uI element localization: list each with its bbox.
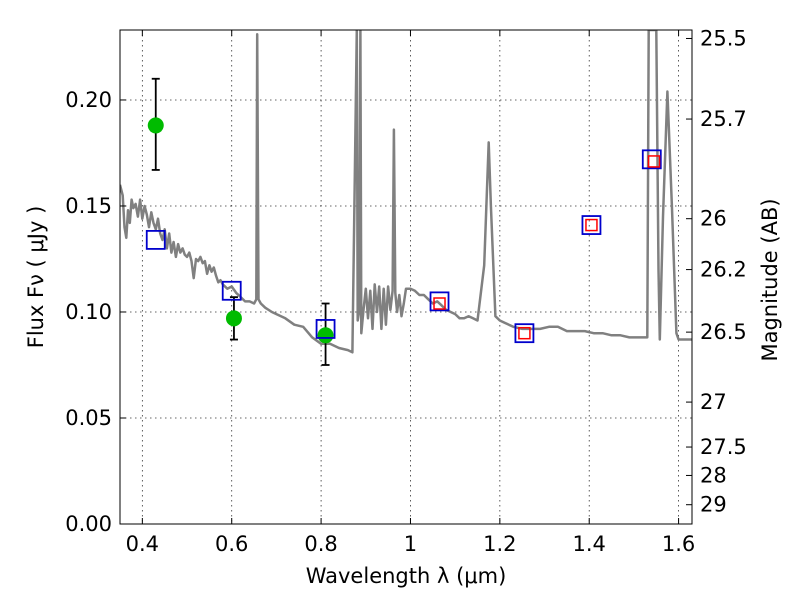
x-tick-label: 1.4 [573,532,606,556]
plot-frame [119,29,693,525]
model-point-red [647,155,661,168]
model-point-blue [221,280,242,301]
y2-tick-label: 25.7 [700,107,747,131]
y2-tick-label: 28 [700,463,727,487]
observed-point [225,310,242,327]
y-tick-label: 0.10 [65,300,112,324]
y-tick-label: 0.05 [65,406,112,430]
y2-tick-label: 26 [700,207,727,231]
model-point-red [518,326,531,340]
model-point-blue [145,229,166,250]
observed-point [317,327,334,344]
x-tick-label: 1 [404,532,417,556]
observed-point [147,117,164,134]
y-tick-label: 0.00 [65,512,112,536]
y2-tick-label: 26.5 [700,320,747,344]
model-point-red [433,297,446,310]
y2-tick-label: 26.2 [700,258,747,282]
x-tick-label: 1.2 [483,532,516,556]
model-point-blue [514,323,535,344]
x-tick-label: 0.6 [215,532,248,556]
model-point-blue [315,319,336,339]
y2-tick-label: 25.5 [700,26,747,50]
y-axis-title: Flux Fν ( μJy ) [24,206,48,349]
y-tick-label: 0.20 [65,88,112,112]
grid-lines [120,30,692,524]
y2-axis-title: Magnitude (AB) [758,198,782,361]
axis-ticks [120,30,692,525]
y-tick-label: 0.15 [65,194,112,218]
x-tick-label: 1.6 [662,532,695,556]
x-tick-label: 0.4 [126,532,159,556]
x-axis-title: Wavelength λ (μm) [306,564,507,588]
model-point-red [585,218,598,232]
y2-tick-label: 27 [700,390,727,414]
model-point-blue [581,215,602,235]
series-layer [120,30,692,366]
spectrum-line [120,30,692,354]
x-tick-label: 0.8 [304,532,337,556]
y2-tick-label: 27.5 [700,435,747,459]
model-point-blue [429,291,450,312]
model-point-blue [641,149,662,170]
y2-tick-label: 29 [700,493,727,517]
